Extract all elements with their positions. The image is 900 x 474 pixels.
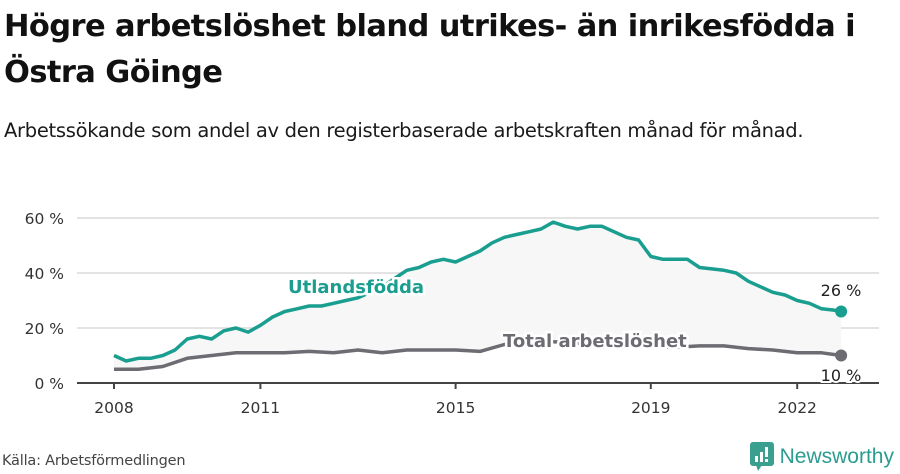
- chart-subtitle: Arbetssökande som andel av den registerb…: [4, 119, 804, 142]
- utlandsfodda-line: [113, 220, 842, 363]
- x-axis: 2008 2011 2015 2019 2022: [77, 382, 879, 417]
- total-end-dot: [835, 349, 848, 362]
- brand-logo: Newsworthy: [749, 442, 894, 472]
- utlandsfodda-label: Utlandsfödda: [288, 277, 424, 298]
- total-label: Total arbetslöshet: [503, 331, 687, 352]
- x-tick-label: 2019: [631, 399, 670, 417]
- x-tick-label: 2022: [777, 399, 816, 417]
- x-tick-label: 2008: [94, 399, 133, 417]
- x-tick-label: 2011: [241, 399, 280, 417]
- y-tick-label: 40 %: [25, 265, 64, 283]
- bar-chart-speech-bubble-icon: [749, 442, 774, 471]
- y-tick-label: 0 %: [34, 375, 64, 393]
- y-axis-labels: 0 % 20 % 40 % 60 %: [25, 210, 64, 393]
- total-line: [114, 340, 842, 372]
- total-end-value: 10 %: [821, 366, 862, 385]
- line-chart: 0 % 20 % 40 % 60 % 2008 2011 2015 2019 2022 Utl…: [25, 210, 879, 417]
- source-text: Källa: Arbetsförmedlingen: [2, 453, 186, 469]
- y-tick-label: 60 %: [25, 210, 64, 228]
- utlandsfodda-end-value: 26 %: [821, 281, 862, 300]
- x-tick-label: 2015: [436, 399, 475, 417]
- y-tick-label: 20 %: [25, 320, 64, 338]
- utlandsfodda-end-dot: [835, 305, 848, 318]
- brand-name: Newsworthy: [779, 445, 894, 468]
- chart-title: Högre arbetslöshet bland utrikes- än inr…: [4, 9, 856, 90]
